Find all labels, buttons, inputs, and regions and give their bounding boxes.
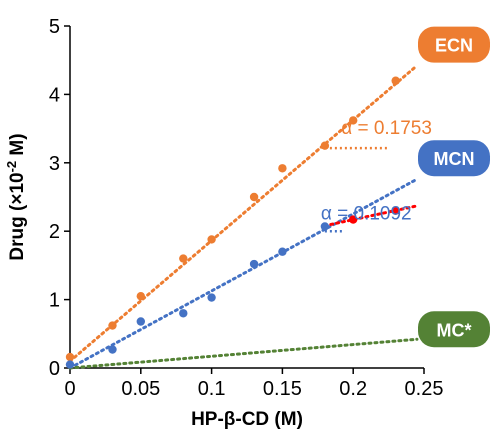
mcn-badge-label: MCN xyxy=(434,149,475,169)
mc-series-badge: MC* xyxy=(418,311,490,348)
mcn-point xyxy=(108,345,117,354)
y-tick-label: 5 xyxy=(49,16,60,38)
mcn-point xyxy=(249,259,259,269)
trend-lines xyxy=(68,64,419,370)
mc-trend-line xyxy=(68,337,419,370)
x-tick-label: 0.2 xyxy=(339,378,367,400)
ecn-point xyxy=(249,192,259,202)
mcn-point xyxy=(136,317,145,326)
mcn-deviation-point xyxy=(391,206,400,215)
y-tick-label: 3 xyxy=(49,153,60,175)
mcn-point xyxy=(278,247,287,256)
mcn-series-badge: MCN xyxy=(418,140,490,177)
mcn-point xyxy=(207,293,216,302)
ecn-point xyxy=(179,254,188,263)
series-badges: ECN MCN MC* xyxy=(418,26,490,348)
x-tick-label: 0.1 xyxy=(198,378,226,400)
ecn-badge-shape xyxy=(418,26,490,63)
x-tick-label: 0 xyxy=(64,378,75,400)
ecn-point xyxy=(207,235,216,244)
y-tick-label: 0 xyxy=(49,358,60,380)
ecn-series-badge: ECN xyxy=(418,26,490,63)
y-tick-label: 4 xyxy=(49,84,60,106)
ecn-point xyxy=(278,164,287,173)
y-axis-title: Drug (×10-2 M) xyxy=(4,133,29,260)
mcn-deviation-point xyxy=(349,215,358,224)
x-tick-label: 0.25 xyxy=(405,378,444,400)
y-axis-title-tail: M) xyxy=(7,133,28,160)
ecn-badge-label: ECN xyxy=(435,36,473,56)
data-points xyxy=(65,76,400,369)
ecn-point xyxy=(136,291,145,301)
tick-labels: 0 1 2 3 4 5 0 0.05 0.1 0.15 0.2 0.25 xyxy=(49,16,444,400)
mcn-point xyxy=(179,309,188,318)
mcn-trend-line xyxy=(68,177,419,370)
ecn-alpha-label: α = 0.1753 xyxy=(341,118,432,139)
y-tick-label: 1 xyxy=(49,290,60,312)
ecn-trend-line xyxy=(68,64,419,363)
ecn-point xyxy=(320,141,330,150)
alpha-annotations: α = 0.1753 α = 0.1092 xyxy=(321,118,432,233)
mcn-point xyxy=(65,360,75,369)
ecn-point xyxy=(65,352,75,362)
mcn-deviation-trend-line xyxy=(323,204,419,228)
ecn-point xyxy=(391,76,400,85)
axes xyxy=(64,25,425,374)
x-axis-title: HP-β-CD (M) xyxy=(191,409,303,430)
mc-badge-shape xyxy=(418,311,490,348)
y-axis-title-exponent: -2 xyxy=(4,161,19,173)
ecn-point xyxy=(349,116,358,125)
mcn-alpha-label: α = 0.1092 xyxy=(321,203,412,224)
y-tick-label: 2 xyxy=(49,221,60,243)
mc-badge-label: MC* xyxy=(437,320,472,340)
y-axis-title-main: Drug (×10 xyxy=(7,172,28,260)
mcn-badge-shape xyxy=(418,140,490,177)
x-tick-label: 0.15 xyxy=(263,378,302,400)
ecn-point xyxy=(108,321,117,330)
mcn-point xyxy=(320,222,330,231)
x-tick-label: 0.05 xyxy=(121,378,160,400)
